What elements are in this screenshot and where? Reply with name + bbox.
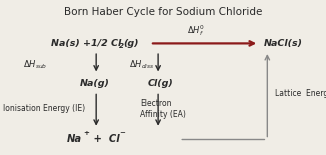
Text: 2: 2: [119, 43, 124, 49]
Text: Lattice  Energy (U): Lattice Energy (U): [275, 89, 326, 97]
Text: (g): (g): [123, 39, 139, 48]
Text: $\Delta H_{sub}$: $\Delta H_{sub}$: [23, 58, 47, 71]
Text: +  Cl: + Cl: [90, 135, 119, 144]
Text: Cl(g): Cl(g): [147, 79, 173, 88]
Text: Born Haber Cycle for Sodium Chloride: Born Haber Cycle for Sodium Chloride: [64, 7, 262, 17]
Text: +: +: [83, 130, 89, 135]
Text: Electron
Affinity (EA): Electron Affinity (EA): [140, 99, 186, 119]
Text: Ionisation Energy (IE): Ionisation Energy (IE): [3, 104, 85, 113]
Text: NaCl(s): NaCl(s): [263, 39, 303, 48]
Text: $\Delta H_f^0$: $\Delta H_f^0$: [187, 23, 205, 38]
Text: Na(g): Na(g): [80, 79, 110, 88]
Text: Na(s) +1/2 Cl: Na(s) +1/2 Cl: [51, 39, 121, 48]
Text: $\Delta H_{diss}$: $\Delta H_{diss}$: [129, 58, 154, 71]
Text: Na: Na: [67, 135, 82, 144]
Text: −: −: [120, 130, 126, 135]
